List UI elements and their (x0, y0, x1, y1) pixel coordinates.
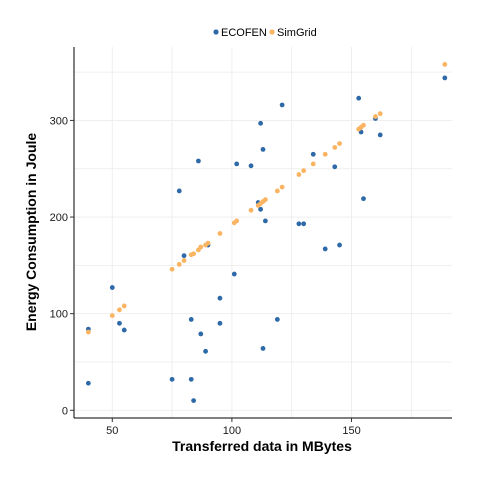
point-ecofen (189, 317, 194, 322)
point-ecofen (170, 377, 175, 382)
point-ecofen (261, 346, 266, 351)
point-ecofen (122, 328, 127, 333)
y-tick-label: 0 (62, 405, 68, 417)
point-ecofen (191, 398, 196, 403)
point-ecofen (311, 152, 316, 157)
point-simgrid (323, 152, 328, 157)
point-ecofen (263, 219, 268, 224)
point-simgrid (263, 197, 268, 202)
point-ecofen (296, 221, 301, 226)
point-simgrid (198, 245, 203, 250)
point-ecofen (323, 247, 328, 252)
point-simgrid (337, 141, 342, 146)
point-ecofen (177, 189, 182, 194)
data-points (86, 62, 447, 403)
point-simgrid (177, 262, 182, 267)
point-simgrid (296, 172, 301, 177)
point-ecofen (117, 321, 122, 326)
point-simgrid (122, 304, 127, 309)
point-simgrid (117, 307, 122, 312)
point-simgrid (275, 189, 280, 194)
point-simgrid (442, 62, 447, 67)
x-tick-label: 100 (223, 425, 241, 437)
point-simgrid (206, 241, 211, 246)
point-simgrid (373, 114, 378, 119)
point-simgrid (191, 251, 196, 256)
y-tick-label: 100 (50, 309, 68, 321)
point-simgrid (378, 111, 383, 116)
point-ecofen (280, 103, 285, 108)
legend-marker-ecofen (213, 29, 218, 34)
point-ecofen (189, 377, 194, 382)
point-ecofen (110, 285, 115, 290)
y-tick-label: 200 (50, 212, 68, 224)
point-ecofen (261, 147, 266, 152)
point-simgrid (311, 162, 316, 167)
gridlines (74, 47, 452, 418)
y-axis-title: Energy Consumption in Joule (23, 133, 39, 332)
x-axis-title: Transferred data in MBytes (172, 438, 352, 454)
point-ecofen (203, 349, 208, 354)
point-ecofen (182, 253, 187, 258)
x-tick-label: 50 (106, 425, 118, 437)
point-simgrid (234, 219, 239, 224)
point-simgrid (170, 267, 175, 272)
point-ecofen (234, 162, 239, 167)
legend: ECOFEN SimGrid (213, 27, 316, 39)
point-simgrid (361, 123, 366, 128)
point-ecofen (196, 159, 201, 164)
legend-label-simgrid: SimGrid (277, 27, 317, 39)
point-ecofen (232, 272, 237, 277)
point-ecofen (361, 196, 366, 201)
point-ecofen (301, 221, 306, 226)
point-ecofen (337, 243, 342, 248)
point-ecofen (332, 164, 337, 169)
point-ecofen (218, 296, 223, 301)
x-tick-label: 150 (342, 425, 360, 437)
point-ecofen (86, 381, 91, 386)
y-tick-label: 300 (50, 115, 68, 127)
point-simgrid (280, 185, 285, 190)
point-ecofen (249, 163, 254, 168)
point-ecofen (258, 121, 263, 126)
point-simgrid (110, 313, 115, 318)
point-ecofen (198, 332, 203, 337)
legend-marker-simgrid (269, 29, 274, 34)
point-simgrid (249, 208, 254, 213)
point-ecofen (218, 321, 223, 326)
point-ecofen (275, 317, 280, 322)
point-ecofen (442, 76, 447, 81)
point-ecofen (356, 96, 361, 101)
point-simgrid (86, 330, 91, 335)
legend-label-ecofen: ECOFEN (221, 27, 267, 39)
point-simgrid (182, 258, 187, 263)
point-ecofen (378, 133, 383, 138)
point-simgrid (218, 231, 223, 236)
point-simgrid (301, 168, 306, 173)
point-simgrid (332, 145, 337, 150)
